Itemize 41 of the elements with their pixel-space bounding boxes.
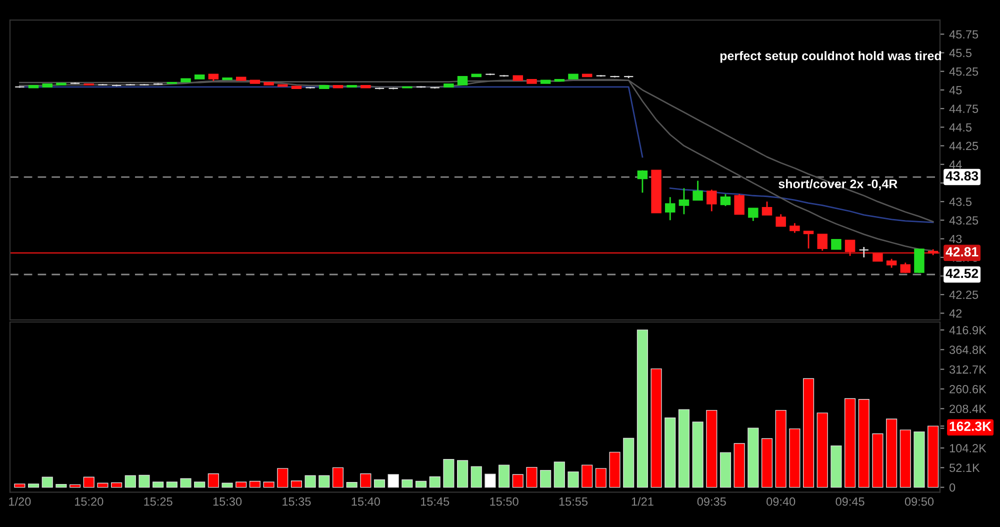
y-tick-label: 44.75 [949, 104, 978, 113]
y-tick-label: 44.25 [949, 142, 978, 150]
y-tick-label: 43.25 [949, 216, 978, 225]
x-tick-label: 15:40 [352, 497, 380, 506]
x-tick-label: 15:30 [213, 497, 242, 506]
y-tick-label: 162.3K [950, 422, 992, 431]
x-tick-label: 09:45 [836, 497, 864, 506]
x-tick-label: 15:35 [282, 497, 311, 506]
x-tick-label: 15:50 [490, 497, 518, 506]
y-tick-label: 208.4K [950, 404, 986, 414]
y-tick-label: 45.75 [949, 30, 978, 39]
annotation: short/cover 2x -0,4R [778, 179, 898, 190]
y-tick-label: 52.1K [950, 464, 980, 472]
x-tick-label: 09:50 [904, 497, 934, 506]
ref-line-label: 42.81 [946, 247, 978, 256]
y-tick-label: 45.25 [949, 67, 978, 76]
x-tick-label: 15:45 [420, 498, 450, 506]
y-tick-label: 42.25 [949, 290, 978, 299]
y-tick-label: 0 [949, 483, 956, 492]
y-tick-label: 104.2K [950, 444, 986, 452]
y-tick-label: 364.8K [949, 346, 986, 354]
annotation: perfect setup couldnot hold was tired [720, 51, 942, 63]
y-tick-label: 45 [949, 86, 962, 94]
x-tick-label: 15:20 [75, 497, 104, 506]
x-tick-label: 15:55 [559, 498, 588, 506]
y-tick-label: 43 [949, 234, 962, 244]
y-tick-label: 43.5 [949, 198, 972, 206]
ref-line-label: 42.52 [946, 268, 978, 278]
y-tick-label: 312.7K [949, 365, 986, 374]
x-tick-label: 1/21 [632, 497, 654, 506]
y-tick-label: 260.6K [950, 384, 986, 394]
x-tick-label: 1/20 [9, 497, 31, 506]
y-tick-label: 44 [949, 160, 962, 169]
x-tick-label: 15:25 [144, 497, 172, 506]
x-tick-label: 09:40 [766, 497, 796, 506]
y-tick-label: 45.5 [949, 48, 972, 58]
y-tick-label: 42 [949, 309, 962, 318]
x-tick-label: 09:35 [697, 497, 726, 506]
y-tick-label: 44.5 [949, 123, 972, 132]
y-tick-label: 416.9K [949, 326, 986, 334]
ref-line-label: 43.83 [946, 171, 978, 181]
